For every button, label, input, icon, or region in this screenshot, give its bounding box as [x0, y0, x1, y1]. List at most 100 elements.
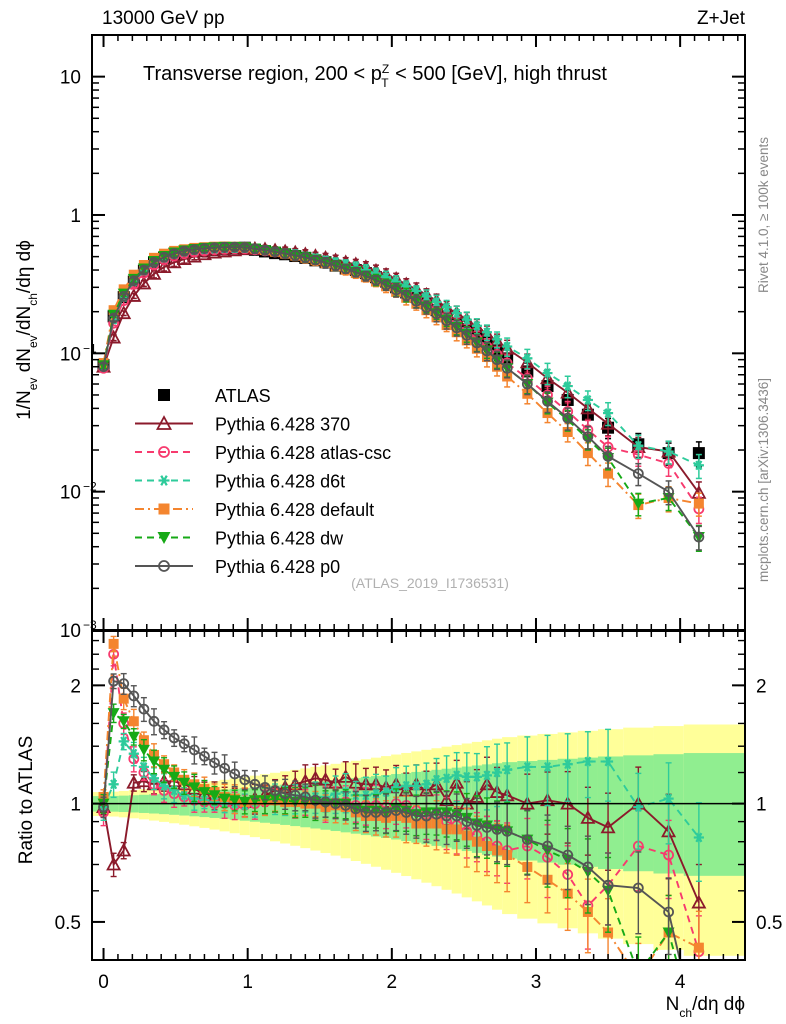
marker-circle	[320, 796, 331, 808]
main-panel-frame	[91, 34, 746, 631]
legend-entry[interactable]: Pythia 6.428 default	[135, 500, 374, 520]
marker-circle	[118, 678, 130, 690]
marker-star	[431, 297, 442, 307]
marker-star	[401, 780, 412, 791]
marker-triangle-up	[126, 288, 142, 302]
marker-triangle-down	[117, 716, 130, 728]
marker-square	[693, 498, 704, 509]
ratio-y-tick-label-right: 1	[756, 795, 767, 816]
marker-star	[522, 762, 533, 772]
marker-square	[582, 448, 593, 459]
marker-circle	[219, 762, 231, 774]
marker-star	[582, 395, 593, 405]
marker-circle	[663, 906, 675, 918]
series-atlas	[97, 241, 705, 468]
marker-star	[148, 773, 159, 784]
marker-star	[633, 440, 644, 451]
marker-circle	[400, 290, 412, 301]
marker-circle	[168, 732, 180, 744]
marker-circle	[178, 738, 190, 750]
marker-circle	[400, 806, 412, 818]
marker-star	[481, 770, 492, 781]
marker-star	[108, 779, 119, 790]
marker-circle	[299, 791, 311, 803]
marker-circle	[602, 450, 614, 462]
marker-square	[158, 389, 170, 401]
marker-circle	[350, 266, 362, 278]
marker-star	[451, 308, 462, 319]
marker-star	[562, 759, 573, 770]
marker-star	[502, 341, 513, 352]
y-tick-label: 10	[60, 68, 81, 89]
marker-star	[492, 334, 503, 345]
marker-circle	[239, 242, 251, 253]
marker-circle	[491, 354, 503, 366]
marker-star	[471, 771, 482, 782]
marker-circle	[310, 254, 321, 266]
marker-triangle-down	[258, 795, 271, 807]
marker-triangle-up	[126, 774, 142, 789]
legend-entry[interactable]: Pythia 6.428 atlas-csc	[135, 443, 391, 463]
marker-circle	[410, 810, 422, 822]
legend-entry[interactable]: Pythia 6.428 370	[135, 415, 350, 435]
marker-circle	[229, 768, 241, 780]
marker-circle	[188, 244, 200, 256]
ratio-y-tick-label: 1	[70, 795, 81, 816]
main-y-axis-label: 1/Nev dNev/dNch/dη dϕ	[14, 240, 40, 420]
y-tick-label: 10	[60, 344, 81, 365]
marker-star	[118, 736, 129, 747]
marker-star	[693, 832, 704, 843]
ratio-series-pythia-6-428-p0	[98, 672, 702, 960]
marker-star	[169, 785, 180, 796]
marker-circle	[410, 295, 422, 307]
marker-square	[603, 468, 614, 479]
marker-circle	[340, 799, 352, 811]
ratio-panel-frame	[91, 630, 746, 961]
ratio-y-tick-label-right: 2	[756, 676, 767, 697]
marker-circle	[451, 810, 463, 822]
legend: ATLAS Pythia 6.428 370 Pythia 6.428 atlas-…	[135, 386, 391, 577]
marker-circle	[693, 531, 705, 543]
legend-entry[interactable]: ATLAS	[158, 386, 271, 406]
marker-circle	[441, 315, 453, 327]
marker-circle	[279, 788, 291, 800]
marker-triangle-down	[238, 796, 251, 808]
marker-circle	[199, 243, 210, 254]
marker-triangle-down	[198, 787, 211, 799]
marker-star	[128, 748, 139, 759]
marker-circle	[370, 806, 382, 818]
marker-circle	[360, 270, 372, 282]
marker-circle	[148, 256, 160, 268]
x-tick-label: 0	[98, 972, 109, 993]
marker-circle	[632, 882, 644, 894]
marker-triangle-down	[168, 771, 181, 783]
marker-triangle-up	[156, 259, 172, 274]
marker-triangle-up	[136, 275, 152, 290]
marker-circle	[451, 322, 463, 334]
marker-circle	[249, 243, 261, 255]
marker-circle	[209, 757, 220, 769]
marker-star	[522, 353, 533, 364]
marker-circle	[390, 805, 402, 816]
marker-circle	[289, 250, 301, 261]
marker-circle	[178, 245, 190, 257]
marker-circle	[461, 329, 473, 341]
marker-circle	[259, 781, 271, 793]
y-tick-label: 1	[70, 206, 81, 227]
marker-circle	[249, 778, 261, 790]
marker-star	[492, 767, 503, 778]
legend-entry[interactable]: Pythia 6.428 dw	[135, 529, 344, 549]
marker-circle	[98, 361, 109, 373]
legend-entry[interactable]: Pythia 6.428 p0	[135, 557, 340, 577]
marker-circle	[491, 823, 503, 835]
marker-circle	[521, 378, 533, 390]
legend-entry[interactable]: Pythia 6.428 d6t	[135, 472, 345, 492]
marker-square	[118, 693, 129, 704]
marker-star	[603, 756, 614, 767]
dataset-watermark: (ATLAS_2019_I1736531)	[351, 575, 509, 591]
marker-triangle-down	[157, 532, 171, 544]
marker-circle	[330, 260, 342, 272]
marker-circle	[340, 263, 352, 275]
marker-circle	[663, 486, 675, 498]
marker-circle	[481, 821, 493, 833]
